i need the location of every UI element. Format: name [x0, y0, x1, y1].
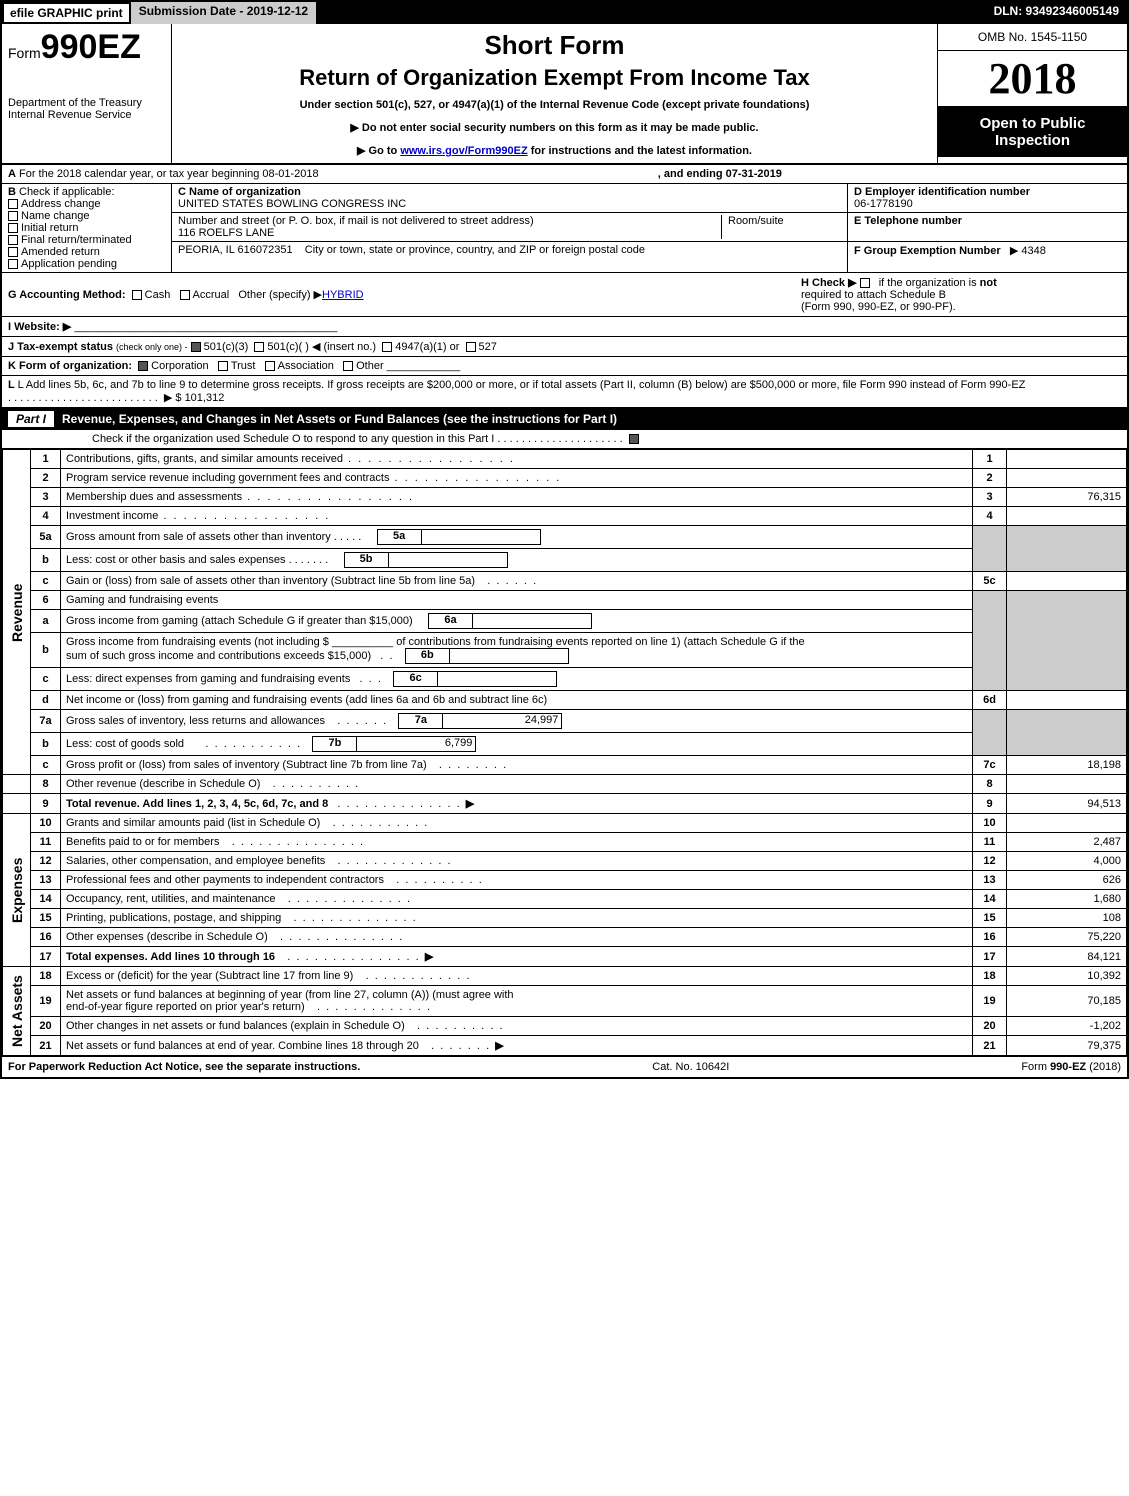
checkboxes-b: B Check if applicable: Address change Na…	[2, 184, 172, 272]
org-city: PEORIA, IL 616072351	[178, 244, 293, 256]
line-1-text: Contributions, gifts, grants, and simila…	[61, 450, 973, 469]
under-section-text: Under section 501(c), 527, or 4947(a)(1)…	[178, 99, 931, 111]
header-block: Form990EZ Department of the Treasury Int…	[2, 24, 1127, 165]
org-name: UNITED STATES BOWLING CONGRESS INC	[178, 198, 406, 210]
line-14-amt: 1,680	[1007, 890, 1127, 909]
line-7b-amt: 6,799	[356, 736, 476, 752]
chk-address-change[interactable]: Address change	[21, 198, 101, 210]
line-7c-amt: 18,198	[1007, 756, 1127, 775]
side-expenses: Expenses	[3, 814, 31, 967]
chk-501c[interactable]: 501(c)( ) ◀ (insert no.)	[267, 341, 376, 353]
footer-left: For Paperwork Reduction Act Notice, see …	[8, 1061, 360, 1073]
top-bar: efile GRAPHIC print Submission Date - 20…	[2, 2, 1127, 24]
line-a: A For the 2018 calendar year, or tax yea…	[2, 165, 1127, 184]
line-11-amt: 2,487	[1007, 833, 1127, 852]
chk-trust[interactable]: Trust	[231, 360, 256, 372]
line-k: K Form of organization: Corporation Trus…	[2, 357, 1127, 376]
ein: 06-1778190	[854, 198, 913, 210]
line-19-amt: 70,185	[1007, 986, 1127, 1017]
room-suite: Room/suite	[721, 215, 841, 239]
line-20-amt: -1,202	[1007, 1017, 1127, 1036]
line-7a-amt: 24,997	[442, 713, 562, 729]
chk-527[interactable]: 527	[479, 341, 497, 353]
line-13-amt: 626	[1007, 871, 1127, 890]
part1-header: Part I Revenue, Expenses, and Changes in…	[2, 408, 1127, 430]
return-title: Return of Organization Exempt From Incom…	[178, 65, 931, 91]
page-footer: For Paperwork Reduction Act Notice, see …	[2, 1056, 1127, 1077]
irs-label: Internal Revenue Service	[8, 109, 165, 121]
line-l: L L Add lines 5b, 6c, and 7b to line 9 t…	[2, 376, 1127, 408]
telephone-label: E Telephone number	[854, 215, 962, 227]
line-3-amt: 76,315	[1007, 488, 1127, 507]
chk-corp[interactable]: Corporation	[151, 360, 208, 372]
part1-check-text: Check if the organization used Schedule …	[2, 430, 1127, 449]
line-16-amt: 75,220	[1007, 928, 1127, 947]
goto-link[interactable]: www.irs.gov/Form990EZ	[400, 145, 527, 157]
chk-application-pending[interactable]: Application pending	[21, 258, 117, 270]
chk-501c3[interactable]: 501(c)(3)	[204, 341, 249, 353]
chk-assoc[interactable]: Association	[278, 360, 334, 372]
line-g-h: G Accounting Method: Cash Accrual Other …	[2, 273, 1127, 317]
chk-cash[interactable]: Cash	[145, 289, 171, 301]
footer-catno: Cat. No. 10642I	[652, 1061, 729, 1073]
part1-table: Revenue 1Contributions, gifts, grants, a…	[2, 449, 1127, 1056]
chk-4947[interactable]: 4947(a)(1) or	[395, 341, 459, 353]
ssn-warning: ▶ Do not enter social security numbers o…	[178, 121, 931, 134]
line-15-amt: 108	[1007, 909, 1127, 928]
side-revenue: Revenue	[3, 450, 31, 775]
chk-accrual[interactable]: Accrual	[193, 289, 230, 301]
efile-print-button[interactable]: efile GRAPHIC print	[2, 2, 131, 24]
form-page: efile GRAPHIC print Submission Date - 20…	[0, 0, 1129, 1079]
dept-label: Department of the Treasury	[8, 97, 165, 109]
form-number: Form990EZ	[8, 28, 165, 67]
line-12-amt: 4,000	[1007, 852, 1127, 871]
org-block: B Check if applicable: Address change Na…	[2, 184, 1127, 273]
chk-amended-return[interactable]: Amended return	[21, 246, 100, 258]
line-9-amt: 94,513	[1007, 794, 1127, 814]
submission-date: Submission Date - 2019-12-12	[131, 2, 316, 24]
line-1-amt	[1007, 450, 1127, 469]
goto-line: ▶ Go to www.irs.gov/Form990EZ for instru…	[178, 144, 931, 157]
side-netassets: Net Assets	[3, 967, 31, 1056]
omb-number: OMB No. 1545-1150	[938, 24, 1127, 51]
hybrid-link[interactable]: HYBRID	[322, 289, 364, 301]
line-18-amt: 10,392	[1007, 967, 1127, 986]
open-to-public: Open to PublicInspection	[938, 107, 1127, 157]
group-exemption: ▶ 4348	[1010, 245, 1046, 257]
org-street: 116 ROELFS LANE	[178, 227, 274, 239]
chk-schedule-o[interactable]	[629, 434, 639, 444]
short-form-title: Short Form	[178, 30, 931, 61]
dln-label: DLN: 93492346005149	[986, 2, 1127, 24]
chk-other[interactable]: Other	[356, 360, 384, 372]
chk-name-change[interactable]: Name change	[21, 210, 90, 222]
gross-receipts-amount: ▶ $ 101,312	[164, 392, 224, 404]
chk-initial-return[interactable]: Initial return	[21, 222, 78, 234]
chk-final-return[interactable]: Final return/terminated	[21, 234, 132, 246]
line-21-amt: 79,375	[1007, 1036, 1127, 1056]
line-j: J Tax-exempt status (check only one) - 5…	[2, 337, 1127, 357]
footer-form: Form 990-EZ (2018)	[1021, 1061, 1121, 1073]
line-i: I Website: ▶ ___________________________…	[2, 317, 1127, 337]
line-17-amt: 84,121	[1007, 947, 1127, 967]
tax-year: 2018	[938, 51, 1127, 107]
